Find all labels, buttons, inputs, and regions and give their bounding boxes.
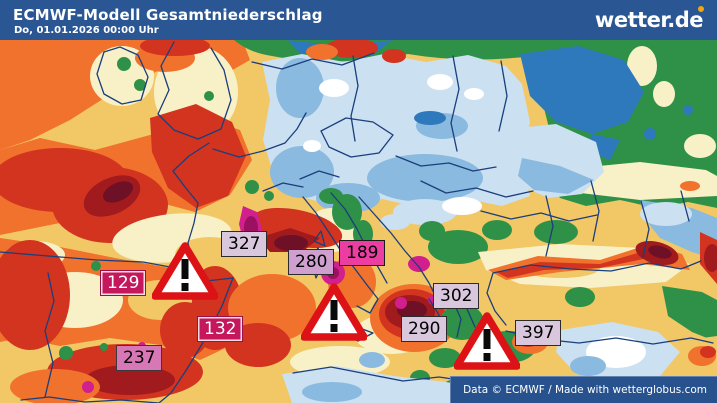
warning-triangle-icon <box>152 240 218 300</box>
attribution-text: Data © ECMWF / Made with wetterglobus.co… <box>463 384 707 396</box>
attribution-bar: Data © ECMWF / Made with wetterglobus.co… <box>450 376 717 403</box>
precip-value-label: 290 <box>401 316 448 343</box>
map-west-sector <box>0 34 252 403</box>
map-title: ECMWF-Modell Gesamtniederschlag <box>13 6 323 24</box>
warning-triangle-icon <box>301 281 367 341</box>
map-central-blue-region <box>262 40 644 213</box>
header-banner: ECMWF-Modell Gesamtniederschlag Do, 01.0… <box>0 0 717 40</box>
precip-value-label: 129 <box>100 270 147 297</box>
map-datetime: Do, 01.01.2026 00:00 Uhr <box>14 25 159 36</box>
wetter-de-logo: wetter.de <box>594 5 704 35</box>
logo-dot-icon <box>698 6 704 12</box>
warning-triangle-icon <box>454 310 520 370</box>
precip-value-label: 280 <box>288 249 335 276</box>
map-southeast-sector <box>380 197 717 288</box>
precip-value-label: 397 <box>515 320 562 347</box>
precip-value-label: 327 <box>221 231 268 258</box>
precip-value-label: 189 <box>339 240 386 267</box>
precip-value-label: 302 <box>433 283 480 310</box>
precip-value-label: 132 <box>197 316 244 343</box>
precip-value-label: 237 <box>116 345 163 372</box>
logo-text: wetter.de <box>594 8 704 32</box>
